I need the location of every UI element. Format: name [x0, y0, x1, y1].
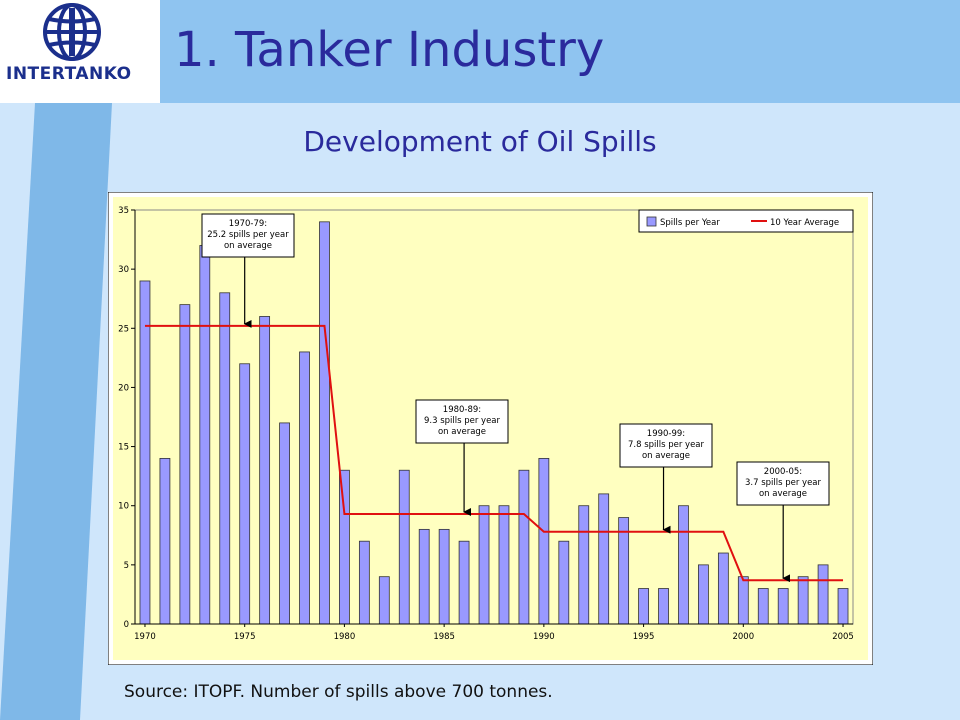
annotation-text: 1970-79: [229, 219, 267, 229]
bar [478, 505, 490, 625]
x-tick-label: 1970 [134, 632, 156, 642]
annotation-text: 2000-05: [764, 467, 802, 477]
annotation-box [415, 399, 509, 444]
annotation-text: 1990-99: [647, 429, 685, 439]
slide-title: 1. Tanker Industry [174, 22, 605, 78]
bar [498, 505, 510, 625]
bar [578, 505, 590, 625]
y-tick-label: 0 [124, 620, 129, 630]
bar [638, 588, 649, 625]
y-tick-label: 20 [118, 383, 129, 393]
bar [698, 564, 709, 625]
bar [538, 457, 550, 625]
bar [658, 588, 669, 625]
bar [219, 292, 231, 625]
bar [299, 351, 310, 625]
chart-svg: 0 5 10 15 20 25 30 35 1970 1975 1980 1985 1990 1995 20… [107, 191, 874, 666]
logo: INTERTANKO [0, 0, 160, 103]
y-tick-label: 25 [118, 324, 129, 334]
bar [199, 245, 211, 625]
bar [737, 576, 749, 625]
chart-heading: Development of Oil Spills [303, 125, 657, 158]
bar [319, 221, 330, 625]
annotation-text: 9.3 spills per year [424, 416, 501, 426]
bar [598, 493, 610, 625]
bar [279, 422, 290, 625]
bar [678, 505, 689, 625]
y-tick-label: 35 [118, 206, 129, 216]
x-tick-label: 1995 [633, 632, 655, 642]
legend-label: Spills per Year [660, 218, 720, 228]
bar [518, 469, 530, 625]
x-tick-label: 1990 [533, 632, 555, 642]
average-line [144, 324, 844, 582]
bar [558, 540, 570, 625]
bar [139, 280, 151, 625]
bar [179, 304, 191, 625]
globe-icon [43, 3, 101, 61]
bar [239, 363, 251, 625]
legend-swatch-bar [646, 216, 657, 227]
x-tick-label: 2005 [832, 632, 854, 642]
chart: 0 5 10 15 20 25 30 35 1970 1975 1980 1985 1990 1995 20… [107, 191, 874, 666]
y-tick-label: 30 [118, 265, 129, 275]
annotation-text: on average [438, 427, 486, 437]
bar [458, 540, 470, 625]
bar [398, 469, 410, 625]
legend-box [638, 209, 854, 233]
bar [259, 316, 271, 625]
bar [817, 564, 829, 625]
legend-label: 10 Year Average [770, 218, 839, 228]
bar [339, 469, 350, 625]
y-tick-label: 5 [124, 561, 129, 571]
header-band [0, 0, 960, 103]
annotation-text: 25.2 spills per year [207, 230, 289, 240]
y-tick-label: 15 [118, 443, 129, 453]
source-note: Source: ITOPF. Number of spills above 70… [124, 682, 553, 702]
annotation-box [736, 461, 830, 506]
annotation-text: on average [642, 451, 690, 461]
y-tick-label: 10 [118, 502, 129, 512]
bar [418, 528, 430, 625]
annotation-text: 7.8 spills per year [628, 440, 705, 450]
bar [159, 457, 171, 625]
bar [757, 588, 769, 625]
annotation-text: 3.7 spills per year [745, 478, 822, 488]
annotation-box [201, 213, 295, 258]
annotation-text: on average [759, 489, 807, 499]
bar [378, 576, 390, 625]
x-tick-label: 1980 [334, 632, 356, 642]
x-tick-label: 1975 [234, 632, 256, 642]
x-tick-label: 2000 [732, 632, 754, 642]
annotation-text: on average [224, 241, 272, 251]
bar [837, 588, 849, 625]
bar [797, 576, 809, 625]
annotation-box [619, 423, 713, 468]
x-tick-label: 1985 [433, 632, 455, 642]
bar [777, 588, 789, 625]
bar [717, 552, 729, 625]
annotation-text: 1980-89: [443, 405, 481, 415]
logo-text: INTERTANKO [6, 64, 132, 84]
bar [438, 528, 450, 625]
bar [358, 540, 370, 625]
left-stripe [0, 103, 112, 720]
bar [618, 517, 630, 625]
